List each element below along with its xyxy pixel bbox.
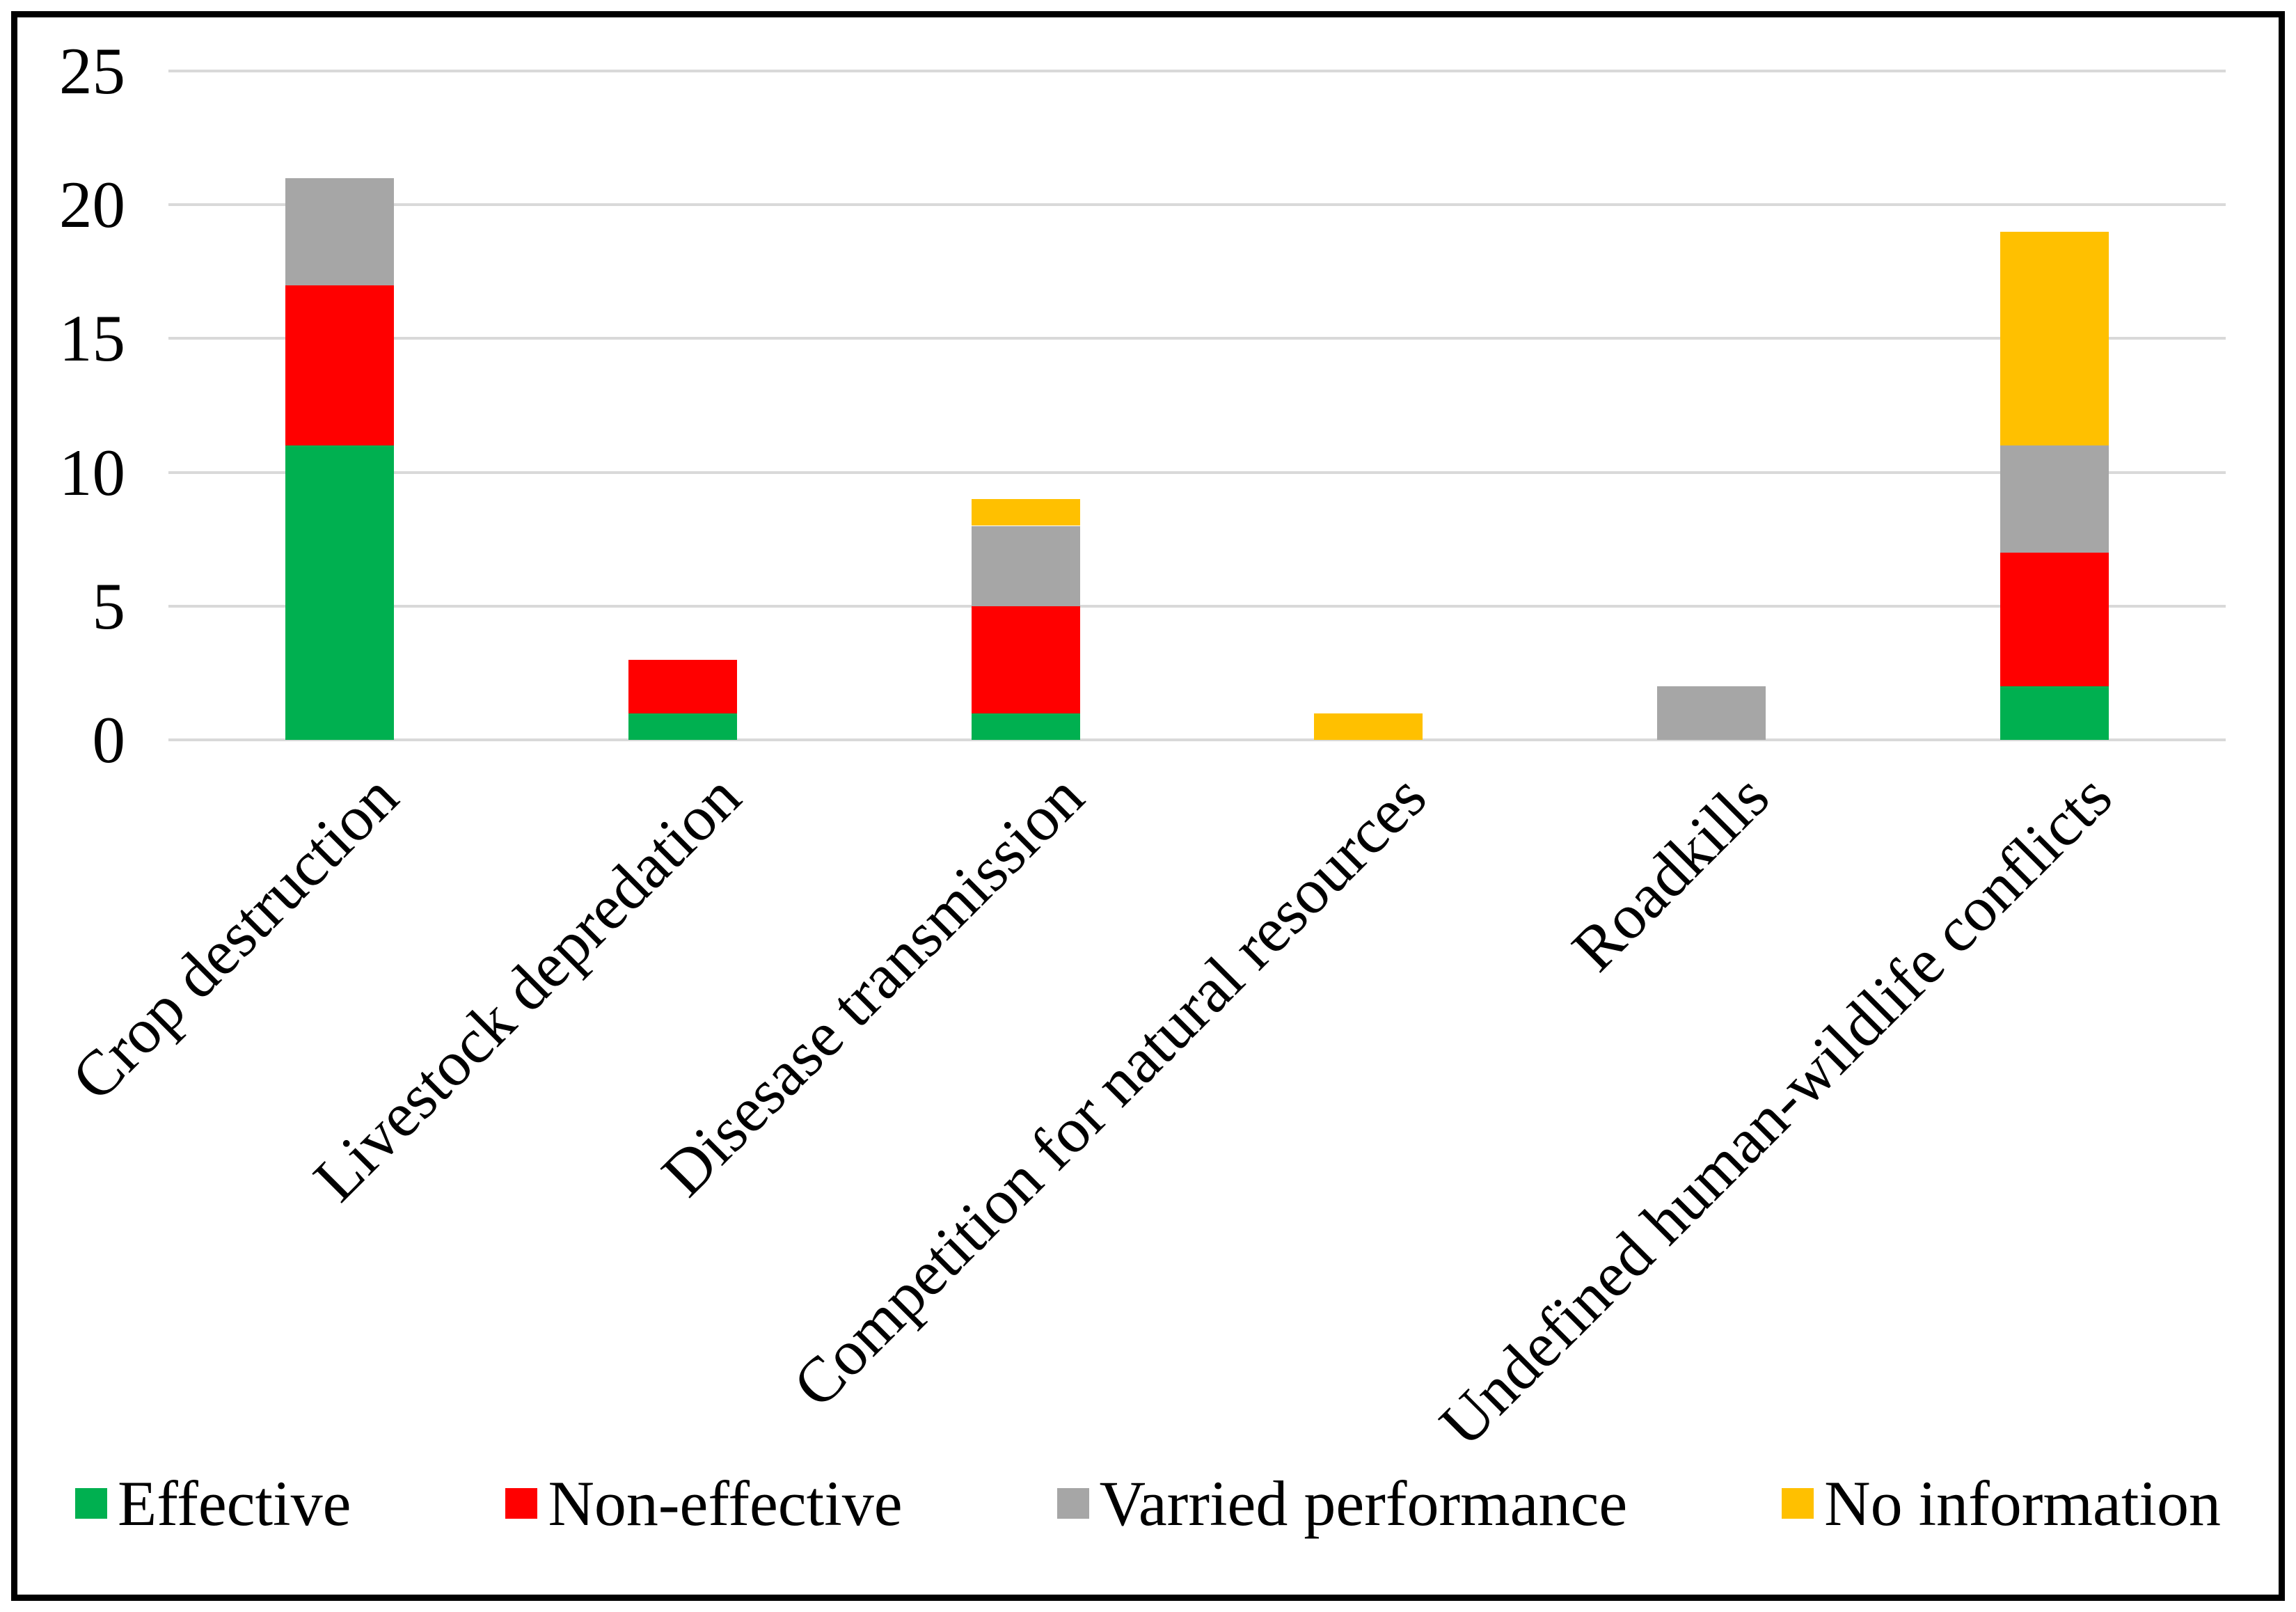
bar-segment-varried-performance-cat5 [1657,686,1766,740]
gridline-y-0 [168,738,2226,741]
bar-segment-no-information-cat4 [1314,713,1423,740]
bar-segment-non-effective-cat1 [285,285,395,446]
legend-swatch-icon [75,1488,108,1519]
legend-label: No information [1824,1468,2221,1539]
legend-swatch-icon [505,1488,538,1519]
bar-segment-effective-cat3 [971,713,1080,740]
gridline-y-25 [168,70,2226,72]
bar-segment-effective-cat2 [628,713,737,740]
bar-segment-effective-cat6 [2000,686,2109,740]
plot-area [168,70,2226,741]
bar-segment-non-effective-cat2 [628,659,737,713]
y-tick-label-20: 20 [59,168,125,242]
gridline-y-15 [168,337,2226,340]
bar-segment-no-information-cat3 [971,499,1080,526]
x-category-label-5: Roadkills [1558,760,1783,985]
bar-segment-non-effective-cat3 [971,606,1080,713]
gridline-y-5 [168,604,2226,608]
x-category-label-1: Crop destruction [57,760,411,1114]
x-category-label-4: Competition for natural resources [779,760,1440,1421]
legend-item-varried-performance: Varried performance [1056,1465,1628,1542]
gridline-y-10 [168,471,2226,474]
x-category-label-6: Undefined human-wildlife conflicts [1426,760,2125,1460]
legend-swatch-icon [1056,1488,1089,1519]
bar-segment-non-effective-cat6 [2000,552,2109,687]
bar-segment-varried-performance-cat6 [2000,445,2109,553]
legend-item-effective: Effective [75,1465,351,1542]
legend-label: Varried performance [1099,1468,1628,1539]
y-tick-label-10: 10 [59,435,125,509]
bar-segment-varried-performance-cat3 [971,526,1080,606]
legend-item-no-information: No information [1782,1465,2221,1542]
legend: Effective Non-effective Varried performanc… [0,1465,2296,1542]
y-tick-label-15: 15 [59,301,125,376]
legend-item-non-effective: Non-effective [505,1465,903,1542]
legend-label: Non-effective [548,1468,903,1539]
legend-swatch-icon [1782,1488,1814,1519]
bar-segment-effective-cat1 [285,445,395,740]
y-tick-label-5: 5 [92,569,126,643]
gridline-y-20 [168,203,2226,207]
legend-label: Effective [118,1468,351,1539]
y-tick-label-0: 0 [92,703,126,777]
y-tick-label-25: 25 [59,34,125,108]
bar-segment-varried-performance-cat1 [285,177,395,285]
bar-segment-no-information-cat6 [2000,231,2109,446]
